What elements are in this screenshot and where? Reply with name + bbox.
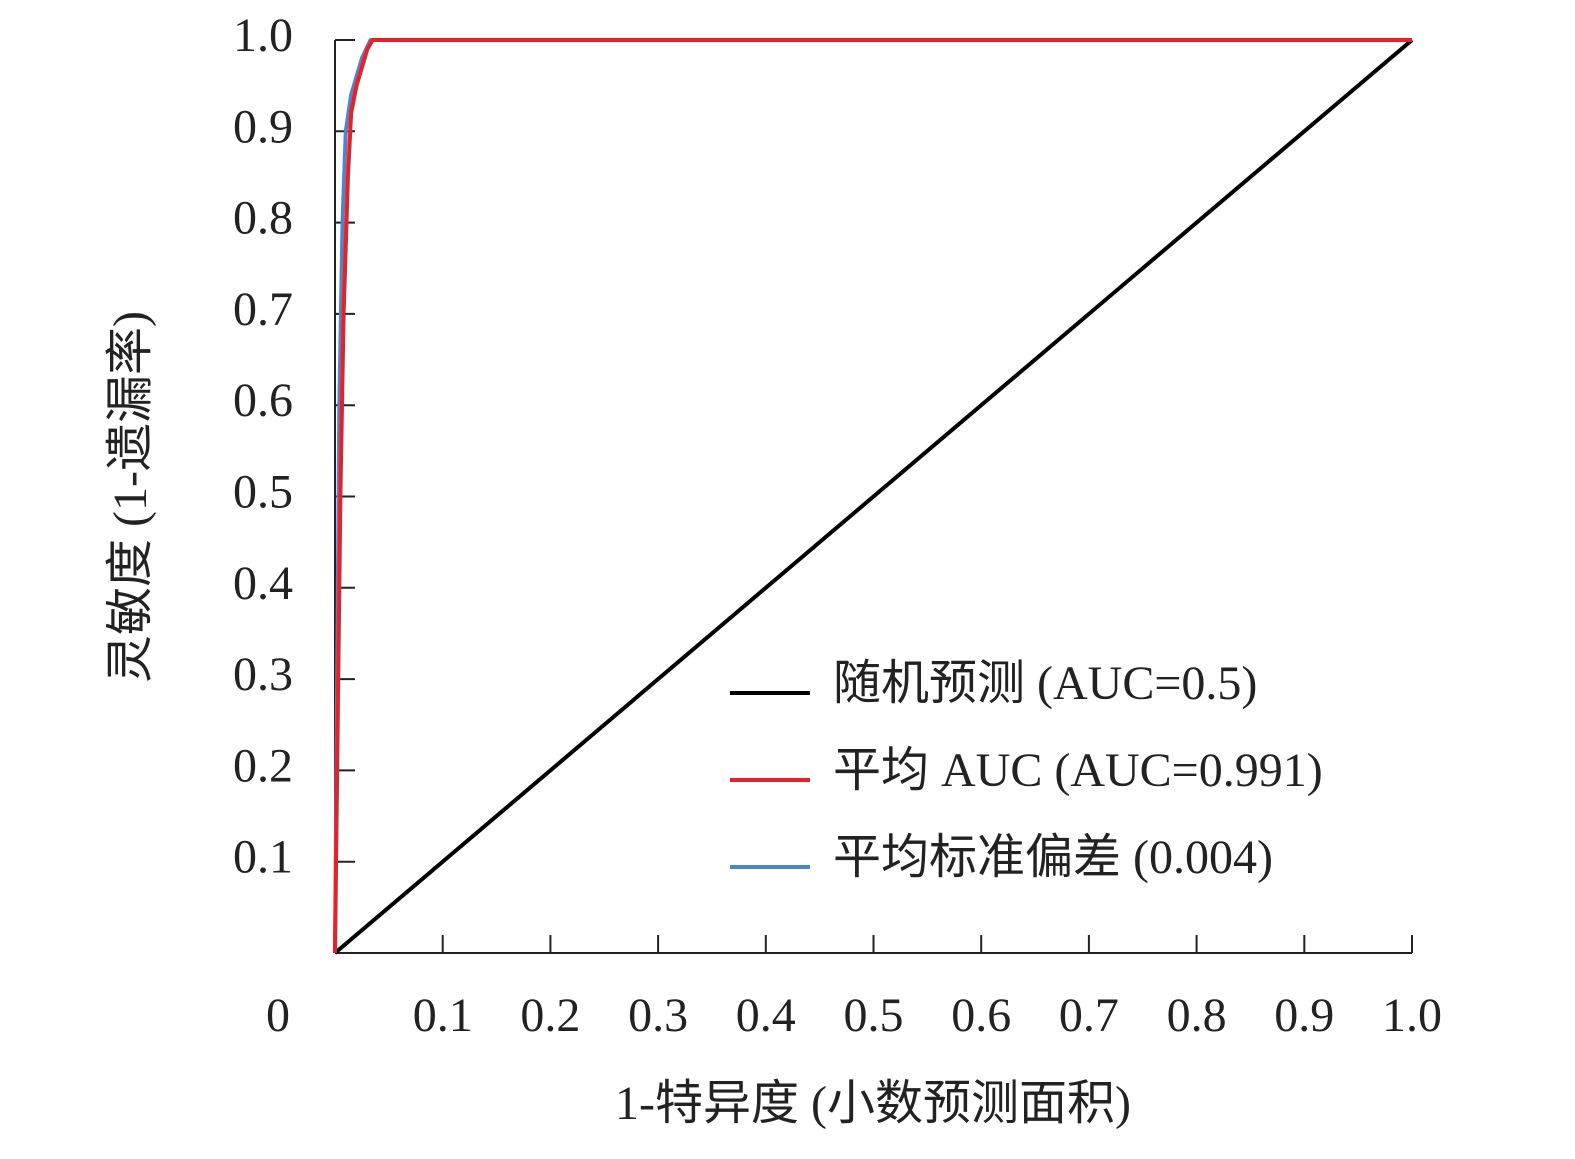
y-tick-label: 0.2 xyxy=(233,739,293,792)
x-tick-label: 0.8 xyxy=(1167,989,1227,1042)
x-tick-label: 0.4 xyxy=(736,989,796,1042)
legend-label: 平均 AUC (AUC=0.991) xyxy=(833,744,1323,797)
y-tick-label: 0.4 xyxy=(233,557,293,610)
x-tick-label: 0.5 xyxy=(844,989,904,1042)
y-axis-label: 灵敏度 (1-遗漏率) xyxy=(104,311,157,683)
series-line xyxy=(333,38,1412,954)
y-tick-label: 1.0 xyxy=(233,9,293,62)
series-line xyxy=(333,38,1414,955)
x-tick-label: 0.6 xyxy=(951,989,1011,1042)
y-tick-label: 0.3 xyxy=(233,648,293,701)
y-tick-label: 0.5 xyxy=(233,466,293,519)
y-tick-label: 0.1 xyxy=(233,831,293,884)
legend-label: 平均标准偏差 (0.004) xyxy=(833,831,1273,884)
x-tick-label: 0.1 xyxy=(413,989,473,1042)
x-tick-label: 1.0 xyxy=(1382,989,1442,1042)
x-tick-label: 0.3 xyxy=(628,989,688,1042)
legend-label: 随机预测 (AUC=0.5) xyxy=(833,657,1257,710)
x-tick-label: 0.2 xyxy=(520,989,580,1042)
x-tick-label: 0.7 xyxy=(1059,989,1119,1042)
x-axis-label: 1-特异度 (小数预测面积) xyxy=(615,1077,1131,1130)
y-tick-label: 0.9 xyxy=(233,100,293,153)
y-tick-label: 0.6 xyxy=(233,374,293,427)
y-tick-label: 0.7 xyxy=(233,283,293,336)
x-tick-label: 0.9 xyxy=(1274,989,1334,1042)
y-tick-label: 0.8 xyxy=(233,192,293,245)
x-tick-label: 0 xyxy=(266,989,290,1042)
